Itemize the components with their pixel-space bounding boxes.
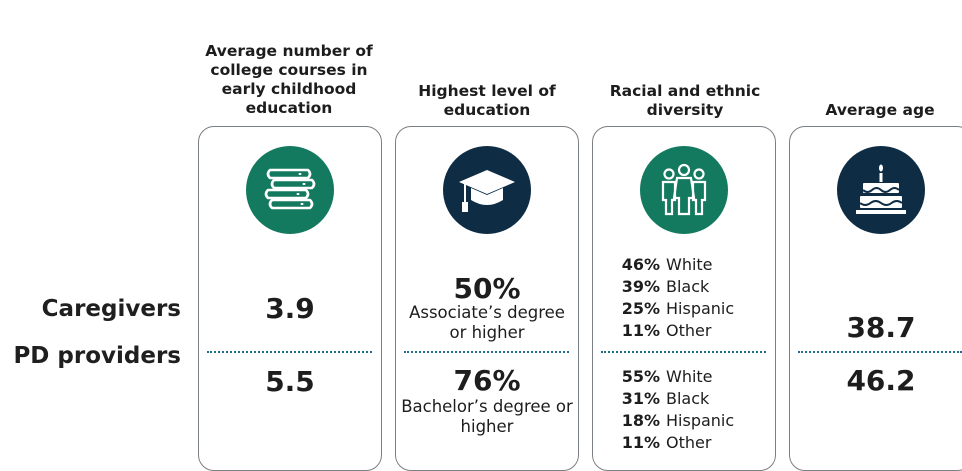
diversity-pd-providers-row: 18% Hispanic xyxy=(600,410,770,432)
diversity-group: Other xyxy=(666,433,712,452)
education-caregivers-value: 50% xyxy=(453,272,521,305)
diversity-caregivers-row: 39% Black xyxy=(600,276,770,298)
diversity-pd-providers-row: 55% White xyxy=(600,366,770,388)
divider-courses xyxy=(207,351,372,353)
column-title-courses: Average number of college courses in ear… xyxy=(205,42,373,117)
diversity-group: White xyxy=(666,367,713,386)
diversity-group: Hispanic xyxy=(666,299,735,318)
courses-pd-providers-value: 5.5 xyxy=(265,365,315,398)
divider-education xyxy=(404,351,569,353)
diversity-group: Hispanic xyxy=(666,411,735,430)
diversity-caregivers-row: 46% White xyxy=(600,254,770,276)
diversity-pct: 18% xyxy=(621,411,660,430)
diversity-pct: 46% xyxy=(621,255,660,274)
diversity-pct: 25% xyxy=(621,299,660,318)
divider-age xyxy=(798,351,962,353)
diversity-pd-providers-row: 11% Other xyxy=(600,432,770,454)
diversity-group: Black xyxy=(666,277,710,296)
graduation-cap-icon xyxy=(443,146,531,234)
diversity-caregivers-row: 25% Hispanic xyxy=(600,298,770,320)
diversity-pct: 39% xyxy=(621,277,660,296)
age-pd-providers-value: 46.2 xyxy=(846,364,916,397)
books-icon xyxy=(246,146,334,234)
courses-caregivers-value: 3.9 xyxy=(265,292,315,325)
diversity-pd-providers-row: 31% Black xyxy=(600,388,770,410)
diversity-pct: 31% xyxy=(621,389,660,408)
diversity-group: Other xyxy=(666,321,712,340)
diversity-group: White xyxy=(666,255,713,274)
column-title-age: Average age xyxy=(825,101,935,119)
diversity-pct: 55% xyxy=(621,367,660,386)
birthday-cake-icon xyxy=(837,146,925,234)
education-caregivers-label: Associate’s degree or higher xyxy=(409,303,565,342)
row-label-pd-providers: PD providers xyxy=(13,343,181,369)
people-group-icon xyxy=(640,146,728,234)
divider-diversity xyxy=(601,351,766,353)
age-caregivers-value: 38.7 xyxy=(846,311,916,344)
column-title-education: Highest level of education xyxy=(418,82,556,119)
column-title-diversity: Racial and ethnic diversity xyxy=(609,82,761,119)
diversity-pct: 11% xyxy=(621,433,660,452)
diversity-pct: 11% xyxy=(621,321,660,340)
row-label-caregivers: Caregivers xyxy=(41,296,181,322)
diversity-caregivers-row: 11% Other xyxy=(600,320,770,342)
diversity-group: Black xyxy=(666,389,710,408)
education-pd-providers-value: 76% xyxy=(453,364,521,397)
education-pd-providers-label: Bachelor’s degree or higher xyxy=(401,397,573,436)
